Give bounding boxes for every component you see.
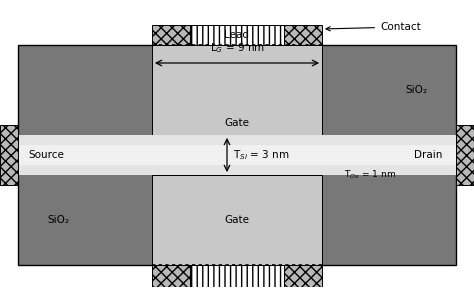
Bar <box>0 125 18 185</box>
Bar <box>190 265 284 287</box>
Text: L$_G$ = 9 nm: L$_G$ = 9 nm <box>210 41 264 55</box>
Bar <box>18 45 456 265</box>
Text: SiO₂: SiO₂ <box>405 85 427 95</box>
Text: T$_{Ox}$ = 1 nm: T$_{Ox}$ = 1 nm <box>344 169 396 181</box>
Text: Source: Source <box>28 150 64 160</box>
Bar <box>456 125 474 185</box>
Text: Gate: Gate <box>225 118 249 128</box>
Bar <box>190 25 284 45</box>
Bar <box>152 25 322 45</box>
Text: T$_{Si}$ = 3 nm: T$_{Si}$ = 3 nm <box>233 148 290 162</box>
Text: Lead: Lead <box>225 30 249 40</box>
Bar <box>152 45 322 135</box>
Bar <box>152 175 322 265</box>
Bar <box>152 265 322 287</box>
Text: Gate: Gate <box>225 215 249 225</box>
Bar <box>18 135 456 175</box>
Text: SiO₂: SiO₂ <box>47 215 69 225</box>
Bar <box>18 145 456 165</box>
Text: Contact: Contact <box>326 22 421 32</box>
Text: Drain: Drain <box>414 150 442 160</box>
